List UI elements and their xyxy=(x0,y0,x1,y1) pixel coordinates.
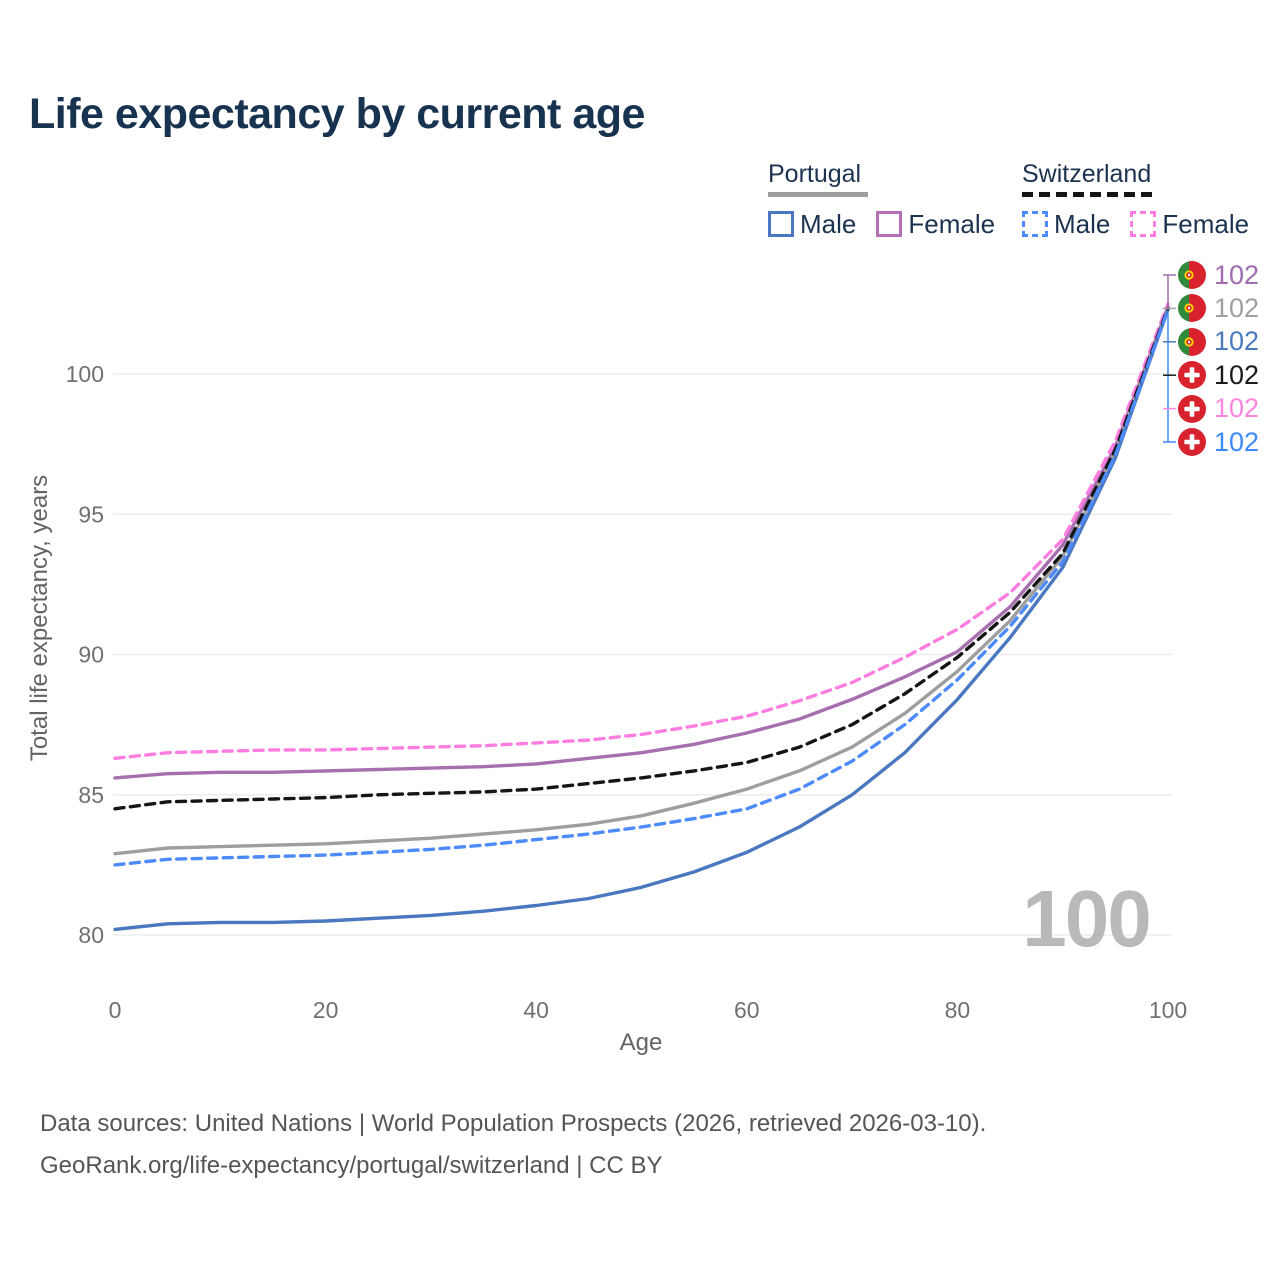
x-axis-title: Age xyxy=(620,1029,663,1056)
end-label-value: 102 xyxy=(1214,326,1260,357)
end-label-value: 102 xyxy=(1214,393,1260,424)
age-counter-watermark: 100 xyxy=(1022,874,1149,963)
series-line-portugal-both-sexes[interactable] xyxy=(113,306,1170,856)
portugal-flag-icon xyxy=(1178,294,1206,323)
end-label-value: 102 xyxy=(1214,292,1260,323)
y-tick-90: 90 xyxy=(78,642,104,668)
x-tick-20: 20 xyxy=(313,997,339,1023)
legend-swatch-portugal-female[interactable] xyxy=(876,211,903,238)
series-line-portugal-male[interactable] xyxy=(113,307,1170,932)
series-line-switzerland-male[interactable] xyxy=(113,307,1170,867)
end-label-switzerland-male[interactable]: 102 xyxy=(1178,428,1259,456)
switzerland-flag-icon xyxy=(1178,394,1206,423)
series-line-switzerland-both-sexes[interactable] xyxy=(113,306,1170,811)
data-source-caption: Data sources: United Nations | World Pop… xyxy=(40,1110,987,1137)
legend-country-switzerland[interactable]: Switzerland xyxy=(1022,160,1152,188)
attribution-caption: GeoRank.org/life-expectancy/portugal/swi… xyxy=(40,1152,663,1179)
switzerland-flag-icon xyxy=(1178,361,1206,390)
switzerland-flag-icon xyxy=(1178,428,1206,456)
x-tick-100: 100 xyxy=(1149,997,1187,1023)
legend-label-switzerland-male[interactable]: Male xyxy=(1054,208,1111,239)
end-label-value: 102 xyxy=(1214,359,1260,390)
end-label-switzerland-female[interactable]: 102 xyxy=(1178,393,1260,424)
x-tick-60: 60 xyxy=(734,997,760,1023)
y-tick-100: 100 xyxy=(66,361,104,387)
end-label-portugal-male[interactable]: 102 xyxy=(1178,326,1260,357)
legend-label-switzerland-female[interactable]: Female xyxy=(1162,208,1250,239)
x-tick-80: 80 xyxy=(945,997,971,1023)
y-axis-title: Total life expectancy, years xyxy=(26,475,53,761)
series-line-switzerland-female[interactable] xyxy=(113,302,1170,760)
end-label-switzerland-both-sexes[interactable]: 102 xyxy=(1178,359,1260,390)
end-label-portugal-both-sexes[interactable]: 102 xyxy=(1178,292,1260,323)
x-tick-0: 0 xyxy=(109,997,122,1023)
end-label-portugal-female[interactable]: 102 xyxy=(1178,261,1259,289)
legend-swatch-switzerland-male[interactable] xyxy=(1022,211,1048,238)
page-title: Life expectancy by current age xyxy=(29,90,645,138)
legend-label-portugal-female[interactable]: Female xyxy=(908,208,996,239)
legend-country-portugal[interactable]: Portugal xyxy=(768,160,862,188)
switzerland-line-swatch xyxy=(1022,191,1156,197)
end-label-value: 102 xyxy=(1214,259,1260,290)
portugal-flag-icon xyxy=(1178,261,1206,289)
portugal-flag-icon xyxy=(1178,327,1206,356)
x-tick-40: 40 xyxy=(523,997,549,1023)
end-label-value: 102 xyxy=(1214,426,1260,457)
legend-group-switzerland: Switzerland Male Female xyxy=(1022,160,1269,240)
legend-swatch-switzerland-female[interactable] xyxy=(1130,211,1157,238)
y-tick-85: 85 xyxy=(78,782,104,808)
legend-label-portugal-male[interactable]: Male xyxy=(800,208,857,239)
y-tick-80: 80 xyxy=(78,922,104,948)
y-tick-95: 95 xyxy=(78,501,104,527)
legend-group-portugal: Portugal Male Female xyxy=(768,160,1015,240)
series-line-portugal-female[interactable] xyxy=(113,305,1170,780)
legend-swatch-portugal-male[interactable] xyxy=(768,211,794,238)
portugal-line-swatch xyxy=(768,191,868,197)
